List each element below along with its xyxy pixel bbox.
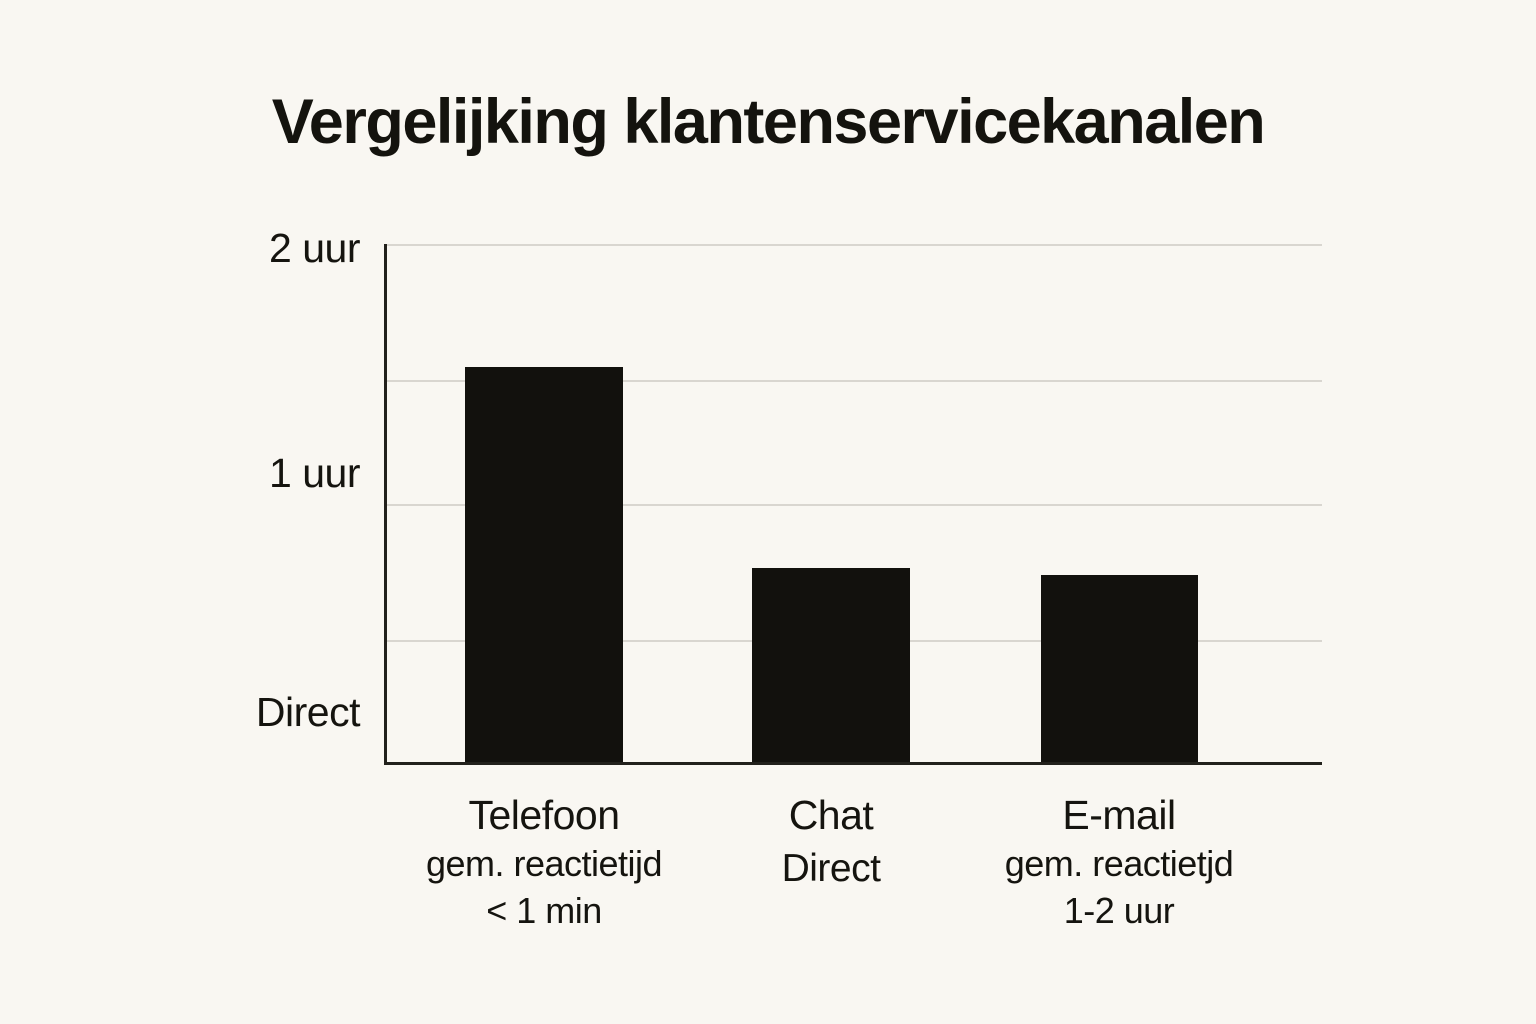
category-label-telefoon: Telefoon xyxy=(468,792,620,838)
category-sublabel-telefoon-tijd: < 1 min xyxy=(486,890,602,931)
gridline-1-5-uur xyxy=(387,380,1322,382)
x-label-group-chat: Chat Direct xyxy=(661,790,1001,892)
gridline-1-uur xyxy=(387,504,1322,506)
y-tick-label-direct: Direct xyxy=(255,689,361,735)
y-tick-label-1-uur: 1 uur xyxy=(269,450,360,496)
category-sublabel-email-reactietijd: gem. reactietjd xyxy=(1004,843,1234,884)
x-axis-line xyxy=(384,762,1322,765)
category-sublabel-chat-direct: Direct xyxy=(781,847,881,890)
y-axis-line xyxy=(384,244,387,765)
chart-title: Vergelijking klantenservicekanalen xyxy=(271,87,1266,157)
category-sublabel-telefoon-reactietijd: gem. reactietijd xyxy=(425,843,663,884)
bar-chat xyxy=(752,568,910,763)
bar-telefoon xyxy=(465,367,623,763)
plot-area xyxy=(384,244,1322,765)
category-label-email: E-mail xyxy=(1062,792,1176,838)
x-label-group-email: E-mail gem. reactietjd 1-2 uur xyxy=(949,790,1289,934)
bar-email xyxy=(1041,575,1198,763)
category-sublabel-email-tijd: 1-2 uur xyxy=(1063,890,1175,931)
gridline-2-uur xyxy=(387,244,1322,246)
x-label-group-telefoon: Telefoon gem. reactietijd < 1 min xyxy=(374,790,714,934)
y-tick-label-2-uur: 2 uur xyxy=(269,225,360,271)
category-label-chat: Chat xyxy=(788,792,874,838)
